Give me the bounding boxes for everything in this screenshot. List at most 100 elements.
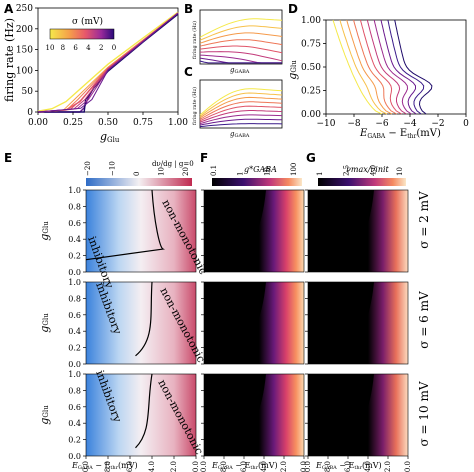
heatmap-grid: 0.0 0.2 0.4 0.6 0.8 1.0 gGlu 0.0 0.2 0.4 0.6 0.8 1.0…: [38, 186, 412, 472]
panel-d-xticks: −10 −8 −6 −4 −2 0: [317, 114, 469, 129]
panel-g-colorbar-group: νmax/νinit 1 2.5 4.0 10: [316, 165, 406, 186]
panel-c-xlabel: gGABA: [230, 130, 250, 139]
panel-a-ytick-label: 0: [27, 108, 33, 118]
panel-a-xticks: 0.00 0.25 0.50 0.75 1.00: [28, 112, 188, 128]
panel-a-colorbar-ticks: 10 8 6 4 2 0: [46, 44, 117, 52]
heatmap-ytick-label: 1.0: [68, 370, 81, 379]
heatmap-f-frame-row1: [203, 189, 305, 273]
heatmap-g-frame-row1: [307, 189, 409, 273]
heatmap-g-dark-region-row3: [308, 374, 374, 456]
panel-d: 0.00 0.25 0.50 0.75 1.00 −10 −8 −6 −4 −2 0 gGlu E…: [286, 16, 469, 140]
panel-label-a: A: [4, 2, 14, 16]
panel-d-ytick-label: 0.50: [301, 63, 321, 73]
panel-d-series-line: [359, 19, 402, 115]
panel-c: firing rate (Hz) gGABA: [191, 79, 283, 139]
heatmap-xtick-label: −8.0: [324, 461, 332, 472]
panel-e-colorbar-label: dν/dg | g=0: [152, 160, 194, 168]
F-cb-label: 0.1: [210, 165, 218, 176]
heatmap-g-dark-region-row1: [308, 190, 374, 272]
panel-f-colorbar-ticks: 0.1 1 10 100: [210, 163, 298, 176]
heatmap-ytick-label: 0.2: [68, 436, 81, 445]
panel-d-ylabel: gGlu: [286, 60, 299, 80]
panel-d-series-line: [387, 19, 425, 115]
heatmap-ytick-label: 1.0: [68, 186, 81, 195]
panel-a-xlabel: gGlu: [100, 130, 120, 144]
panel-d-series-line: [394, 19, 433, 115]
heatmap-xtick-label: −10.0: [82, 461, 90, 472]
panel-a-colorbar-tick-label: 4: [86, 44, 91, 52]
row-label-sigma-10: σ = 10 mV: [417, 381, 431, 446]
heatmap-ytick-label: 0.8: [68, 294, 81, 303]
panel-b-series-line: [199, 51, 283, 62]
panel-d-xtick-label: −2: [431, 119, 444, 129]
panel-a-xtick-label: 0.00: [28, 118, 48, 128]
panel-a-ytick-label: 250: [16, 4, 33, 14]
heatmap-e-row1: [86, 190, 196, 272]
heatmap-ytick-label: 0.4: [68, 235, 81, 244]
E-cb-label: −10: [109, 161, 117, 176]
heatmap-e-row3: [86, 374, 196, 456]
panel-label-b: B: [184, 2, 193, 16]
panel-a-colorbar-tick-label: 8: [61, 44, 65, 52]
E-cb-label: 10: [158, 167, 166, 176]
panel-f-colorbar-group: g*GABA 0.1 1 10 100: [210, 163, 302, 186]
heatmap-ytick-label: 0.6: [68, 403, 81, 412]
E-cb-label: 20: [182, 167, 190, 176]
panel-c-series-line: [199, 118, 282, 126]
panel-a-ytick-label: 200: [16, 25, 33, 35]
row-label-sigma-6: σ = 6 mV: [417, 291, 431, 349]
panel-e-colorbar: [86, 178, 192, 186]
panel-a-ylabel: firing rate (Hz): [3, 18, 16, 102]
F-cb-label: 10: [263, 167, 271, 176]
G-cb-label: 10: [396, 167, 404, 176]
heatmap-xtick-label: 0.0: [300, 461, 308, 472]
heatmap-xtick-label: −4.0: [364, 461, 372, 472]
panel-c-series-line: [199, 101, 283, 120]
heatmap-f-dark-region-row3: [204, 374, 266, 456]
panel-a-series-line: [37, 11, 179, 112]
F-cb-label: 100: [290, 163, 298, 176]
panel-d-series-line: [373, 19, 412, 115]
panel-e-boundary-row3: [135, 373, 153, 449]
panel-c-axes: [199, 79, 283, 129]
heatmap-g-frame-row3: [307, 373, 409, 457]
panel-e-boundary-row1: [85, 189, 165, 261]
panel-b-ylabel: firing rate (Hz): [191, 21, 198, 59]
panel-b-series-line: [199, 54, 282, 64]
panel-g-colorbar-ticks: 1 2.5 4.0 10: [316, 165, 404, 176]
panel-e-boundary-row2: [135, 281, 153, 357]
panel-a-colorbar: [49, 28, 115, 40]
panel-label-g: G: [306, 151, 316, 165]
panel-d-series-line: [380, 19, 417, 115]
heatmap-xtick-label: −2.0: [384, 461, 392, 472]
f-xlabel: EGABA − Ethr(mV): [211, 461, 278, 471]
panel-c-series-line: [199, 88, 283, 116]
panel-b-series-line: [199, 18, 283, 38]
panel-c-series-line: [199, 114, 283, 125]
panel-d-series-line: [353, 19, 397, 115]
heatmap-xtick-label: −2.0: [280, 461, 288, 472]
panel-d-ytick-label: 1.00: [301, 16, 321, 26]
G-cb-label: 4.0: [369, 165, 377, 176]
heatmap-ytick-label: 0.8: [68, 202, 81, 211]
heatmap-f-dark-region-row1: [204, 190, 266, 272]
heatmap-g-frame-row2: [307, 281, 409, 365]
heatmap-e-frame-row1: [85, 189, 197, 273]
heatmap-ytick-label: 0.4: [68, 419, 81, 428]
heatmap-xtick-label: −10.0: [200, 461, 208, 472]
panel-d-series-line: [339, 19, 388, 115]
heatmap-xtick-label: 0.0: [192, 461, 200, 472]
heatmap-ylabel-row3: gGlu: [38, 405, 51, 425]
panel-b-series-line: [199, 39, 283, 47]
panel-d-xtick-label: −8: [347, 119, 361, 129]
panel-b-series-line: [199, 25, 283, 41]
panel-a-lines: [37, 11, 179, 113]
heatmap-xtick-label: −8.0: [104, 461, 112, 472]
panel-b-series-line: [199, 32, 283, 44]
panel-c-series-line: [199, 123, 283, 128]
heatmap-ytick-label: 0.0: [68, 452, 81, 461]
heatmap-ytick-label: 0.8: [68, 386, 81, 395]
panel-g-colorbar-label: νmax/νinit: [346, 165, 390, 174]
F-cb-label: 1: [237, 172, 245, 176]
